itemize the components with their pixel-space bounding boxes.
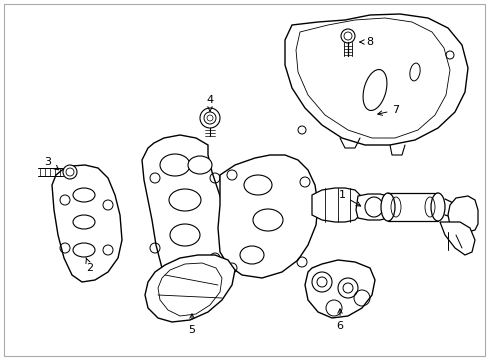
Ellipse shape: [362, 69, 386, 111]
Text: 1: 1: [338, 190, 360, 206]
Circle shape: [206, 115, 213, 121]
Ellipse shape: [409, 63, 419, 81]
Text: 5: 5: [188, 314, 195, 335]
Ellipse shape: [252, 209, 283, 231]
Ellipse shape: [240, 246, 264, 264]
Circle shape: [340, 29, 354, 43]
Polygon shape: [52, 165, 122, 282]
Circle shape: [337, 278, 357, 298]
Ellipse shape: [73, 188, 95, 202]
Polygon shape: [355, 194, 389, 220]
Ellipse shape: [430, 193, 444, 221]
Text: 4: 4: [206, 95, 213, 111]
Ellipse shape: [187, 156, 212, 174]
Ellipse shape: [380, 193, 394, 221]
Circle shape: [311, 272, 331, 292]
Circle shape: [200, 108, 220, 128]
Ellipse shape: [244, 175, 271, 195]
Text: 3: 3: [44, 157, 59, 170]
Polygon shape: [439, 222, 474, 255]
Polygon shape: [142, 135, 227, 290]
Polygon shape: [311, 188, 359, 222]
Text: 2: 2: [86, 258, 93, 273]
Text: 7: 7: [377, 105, 399, 115]
Text: 8: 8: [359, 37, 373, 47]
Ellipse shape: [160, 154, 190, 176]
Ellipse shape: [73, 215, 95, 229]
Polygon shape: [285, 14, 467, 145]
Ellipse shape: [170, 224, 200, 246]
Ellipse shape: [169, 189, 201, 211]
Polygon shape: [218, 155, 317, 278]
Circle shape: [63, 165, 77, 179]
Polygon shape: [145, 255, 235, 322]
Polygon shape: [305, 260, 374, 318]
Ellipse shape: [73, 243, 95, 257]
Polygon shape: [447, 196, 477, 232]
Text: 6: 6: [336, 309, 343, 331]
